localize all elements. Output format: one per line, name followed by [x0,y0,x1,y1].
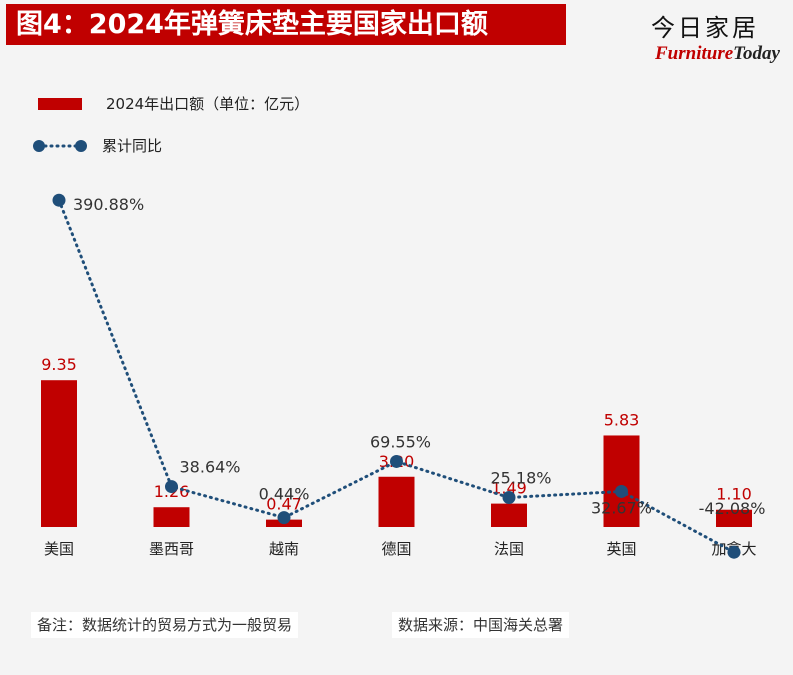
yoy-point-0 [52,193,66,207]
legend-item-bar: 2024年出口额（单位：亿元） [32,93,309,114]
yoy-label-1: 38.64% [180,458,241,477]
yoy-label-0: 390.88% [73,195,144,214]
bar-3 [378,476,415,527]
legend-bar-swatch [38,97,82,110]
bar-4 [491,503,527,527]
bar-1 [153,507,190,527]
bar-5 [603,435,640,527]
bar-value-label-6: 1.10 [716,485,752,504]
chart-title: 图4：2024年弹簧床垫主要国家出口额 [6,4,566,45]
legend-item-line: 累计同比 [32,135,162,156]
category-label-4: 法国 [494,540,524,558]
yoy-point-3 [390,454,403,468]
legend-bar-label: 2024年出口额（单位：亿元） [106,95,310,113]
logo-en-part-b: Today [733,43,780,64]
yoy-label-2: 0.44% [259,485,310,504]
legend-line-label: 累计同比 [102,137,163,155]
bar-6 [716,509,752,527]
yoy-point-2 [277,511,291,525]
remark-note: 备注：数据统计的贸易方式为一般贸易 [31,612,299,638]
yoy-label-3: 69.55% [370,432,431,451]
source-note: 数据来源：中国海关总署 [392,612,570,638]
category-label-2: 越南 [269,540,299,558]
yoy-label-6: -42.08% [699,499,766,518]
yoy-label-5: 32.67% [591,498,652,517]
yoy-point-4 [502,491,516,505]
yoy-point-6 [727,545,741,559]
category-label-3: 德国 [381,540,411,558]
yoy-label-4: 25.18% [490,469,551,488]
category-label-0: 美国 [44,540,74,558]
bar-value-label-5: 5.83 [604,410,640,429]
category-label-5: 英国 [606,540,636,558]
bar-value-label-2: 0.47 [266,495,302,514]
yoy-point-1 [165,480,178,494]
bar-0 [41,380,77,527]
yoy-point-5 [615,484,628,498]
logo-text-en: FurnitureToday [655,43,780,65]
legend-line-swatch [33,139,87,152]
bar-value-label-4: 1.49 [491,479,527,498]
logo-en-part-a: Furniture [655,43,734,64]
category-label-1: 墨西哥 [149,540,194,558]
logo-text-cn: 今日家居 [651,14,759,42]
bar-value-label-0: 9.35 [41,355,77,374]
